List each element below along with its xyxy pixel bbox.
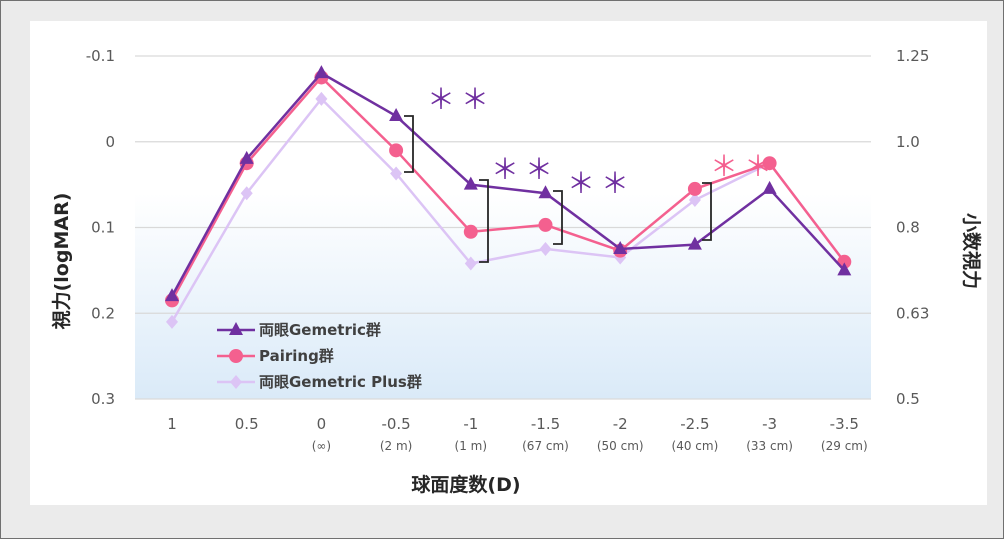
data-point <box>389 108 404 122</box>
x-axis-title: 球面度数(D) <box>411 473 520 496</box>
significance-stars: ＊＊ <box>710 150 778 183</box>
gridlines <box>135 55 871 400</box>
data-point <box>390 166 403 181</box>
y-right-tick-label: 0.8 <box>896 219 920 237</box>
data-point <box>762 180 777 194</box>
data-point <box>538 217 553 232</box>
x-tick-label: 0 <box>317 415 327 433</box>
data-point <box>687 236 702 250</box>
significance-brackets: ＊＊＊＊ ＊＊＊＊ <box>404 83 778 263</box>
data-point <box>762 156 777 171</box>
x-tick-sublabel: (∞) <box>312 439 331 453</box>
data-point <box>240 186 253 201</box>
x-tick-label: 0.5 <box>235 415 259 433</box>
y-right-tick-label: 1.0 <box>896 133 920 151</box>
significance-stars: ＊＊ <box>567 167 635 200</box>
data-point <box>613 240 628 254</box>
y-left-tick-label: 0.2 <box>91 304 115 322</box>
significance-bracket <box>702 182 712 241</box>
x-tick-sublabel: (29 cm) <box>821 439 868 453</box>
data-point <box>166 314 178 329</box>
data-point <box>389 143 404 158</box>
x-tick-label: -2.5 <box>680 415 709 433</box>
x-tick-label: -3.5 <box>830 415 859 433</box>
legend-label: 両眼Gemetric Plus群 <box>259 373 422 391</box>
x-axis-ticks: 1 0.5 0 (∞) -0.5 (2 m) -1 (1 m) -1.5 (67 cm) -2 (50… <box>167 415 867 453</box>
significance-bracket <box>404 115 414 173</box>
x-tick-label: -0.5 <box>381 415 410 433</box>
x-tick-sublabel: (67 cm) <box>522 439 569 453</box>
data-point <box>688 193 701 208</box>
x-tick-sublabel: (1 m) <box>455 439 488 453</box>
x-tick-label: -1.5 <box>531 415 560 433</box>
x-tick-sublabel: (50 cm) <box>597 439 644 453</box>
x-tick-label: -2 <box>613 415 628 433</box>
series-1 <box>165 65 852 302</box>
series-line <box>170 75 846 301</box>
significance-bracket <box>553 190 563 245</box>
significance-bracket <box>479 179 489 263</box>
y-left-tick-label: 0.3 <box>91 390 115 408</box>
y-left-tick-label: 0.1 <box>91 219 115 237</box>
significance-stars: ＊＊ <box>491 153 559 186</box>
data-point <box>239 150 254 164</box>
data-point <box>464 256 477 271</box>
series-line <box>170 71 846 297</box>
data-point <box>165 288 179 302</box>
chart-panel: -0.1 0 0.1 0.2 0.3 1.25 1.0 0.8 0.63 0.5 1 0.5 0 (∞… <box>30 21 987 505</box>
y-left-tick-label: 0 <box>105 133 115 151</box>
data-point <box>837 262 852 276</box>
y-axis-right-title: 小数視力 <box>960 213 983 289</box>
data-point <box>314 65 329 79</box>
series-layer <box>165 65 852 329</box>
y-right-tick-label: 1.25 <box>896 47 929 65</box>
legend-label: 両眼Gemetric群 <box>259 321 381 339</box>
legend-marker <box>229 349 243 363</box>
x-tick-label: -3 <box>762 415 777 433</box>
data-point <box>463 224 478 239</box>
data-point <box>315 91 328 106</box>
data-point <box>538 185 553 199</box>
x-tick-sublabel: (33 cm) <box>746 439 793 453</box>
legend-label: Pairing群 <box>259 347 334 365</box>
data-point <box>463 176 478 190</box>
y-left-tick-label: -0.1 <box>86 47 115 65</box>
series-line <box>170 96 846 323</box>
legend-marker <box>230 375 242 389</box>
data-point <box>539 241 552 256</box>
significance-stars: ＊＊ <box>427 83 495 116</box>
legend-marker <box>229 322 243 335</box>
x-tick-label: -1 <box>463 415 478 433</box>
y-right-tick-label: 0.63 <box>896 304 929 322</box>
x-tick-label: 1 <box>167 415 177 433</box>
right-axis-ticks: 1.25 1.0 0.8 0.63 0.5 <box>896 47 929 408</box>
x-tick-sublabel: (40 cm) <box>672 439 719 453</box>
y-right-tick-label: 0.5 <box>896 390 920 408</box>
y-axis-left-title: 視力(logMAR) <box>50 193 73 331</box>
chart-svg: -0.1 0 0.1 0.2 0.3 1.25 1.0 0.8 0.63 0.5 1 0.5 0 (∞… <box>50 47 983 496</box>
x-tick-sublabel: (2 m) <box>380 439 413 453</box>
data-point <box>687 181 702 196</box>
left-axis-ticks: -0.1 0 0.1 0.2 0.3 <box>86 47 115 408</box>
